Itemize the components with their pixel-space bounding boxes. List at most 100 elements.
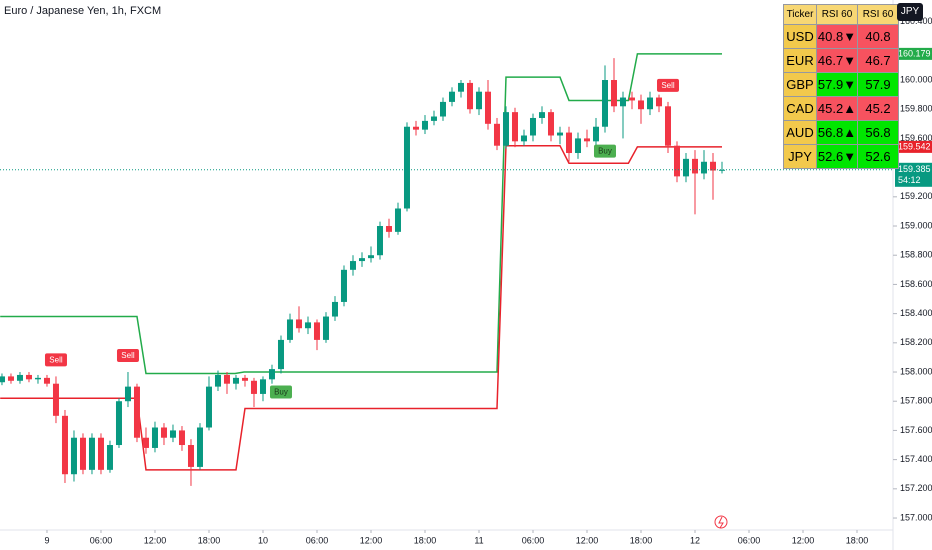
y-tick-label: 159.000 [900, 220, 932, 230]
line-price-label: 160.179 [898, 48, 931, 58]
last-price-tag [895, 162, 932, 187]
y-tick-label: 157.000 [900, 512, 932, 522]
line-price-tag [895, 47, 932, 60]
x-tick-label: 12:00 [144, 535, 167, 545]
table-cell: AUD [783, 120, 817, 145]
y-tick-label: 160.000 [900, 74, 932, 84]
y-tick-label: 158.200 [900, 337, 932, 347]
candle-body [565, 132, 572, 154]
candle-body [664, 106, 671, 146]
candle-body [115, 401, 122, 446]
x-tick-label: 12:00 [360, 535, 383, 545]
candle-body [214, 374, 221, 387]
candle-body [52, 383, 59, 416]
y-tick-label: 158.000 [900, 366, 932, 376]
table-cell: 57.9 [857, 72, 899, 97]
candle-body [196, 427, 203, 467]
table-cell: 56.8▲ [816, 120, 858, 145]
candle-body [556, 132, 563, 136]
candle-body [43, 377, 50, 384]
candle-body [232, 377, 239, 384]
candle-body [376, 226, 383, 256]
candle-body [187, 445, 194, 467]
rsi-table: Ticker RSI 60 RSI 60 USD 40.8▼ 40.8 EUR 46.7▼ 46… [783, 4, 899, 169]
candle-body [151, 427, 158, 448]
table-header-row: Ticker RSI 60 RSI 60 [783, 4, 899, 25]
candle-body [34, 377, 41, 380]
candle-body [718, 169, 725, 171]
signal-box [593, 144, 616, 158]
signal-label: Sell [121, 351, 135, 360]
signal-box [116, 349, 139, 363]
y-tick-label: 157.400 [900, 454, 932, 464]
candle-body [169, 430, 176, 438]
candle-body [700, 161, 707, 174]
table-cell: JPY [783, 144, 817, 169]
table-cell: 57.9▼ [816, 72, 858, 97]
candle-body [340, 269, 347, 302]
x-tick-label: 10 [258, 535, 268, 545]
table-row: EUR 46.7▼ 46.7 [783, 48, 899, 73]
y-tick-label: 159.800 [900, 104, 932, 114]
candle-body [88, 437, 95, 470]
candle-body [97, 437, 104, 470]
x-tick-label: 18:00 [414, 535, 437, 545]
x-tick-label: 12:00 [576, 535, 599, 545]
alert-icon[interactable] [714, 515, 728, 529]
header-cell: RSI 60 [857, 4, 899, 25]
candle-body [331, 301, 338, 317]
candle-body [160, 427, 167, 438]
candle-body [349, 261, 356, 270]
line-price-tag [895, 140, 932, 153]
candle-body [259, 379, 266, 394]
table-cell: USD [783, 24, 817, 49]
candle-body [538, 112, 545, 118]
currency-button[interactable]: JPY [897, 3, 923, 21]
line-price-label: 159.542 [898, 141, 931, 151]
y-tick-label: 158.600 [900, 279, 932, 289]
table-cell: 46.7 [857, 48, 899, 73]
candle-body [7, 376, 14, 381]
table-cell: 56.8 [857, 120, 899, 145]
candle-body [106, 445, 113, 470]
y-tick-label: 159.600 [900, 133, 932, 143]
signal-box [269, 385, 292, 399]
x-tick-label: 12 [690, 535, 700, 545]
candle-body [502, 112, 509, 146]
candle-body [250, 380, 257, 394]
table-row: AUD 56.8▲ 56.8 [783, 120, 899, 145]
candle-body [286, 319, 293, 340]
candle-body [142, 437, 149, 448]
y-tick-label: 157.800 [900, 396, 932, 406]
candle-body [619, 97, 626, 107]
candle-body [268, 369, 275, 380]
table-row: JPY 52.6▼ 52.6 [783, 144, 899, 169]
x-tick-label: 06:00 [90, 535, 113, 545]
candle-body [529, 117, 536, 136]
candle-body [16, 374, 23, 381]
table-cell: 45.2▲ [816, 96, 858, 121]
candle-body [412, 126, 419, 130]
candle-body [367, 255, 374, 259]
candle-body [511, 112, 518, 142]
candle-body [439, 101, 446, 117]
candle-body [655, 97, 662, 107]
candle-body [241, 377, 248, 381]
y-tick-label: 158.400 [900, 308, 932, 318]
stop-line [0, 53, 722, 375]
candle-body [79, 437, 86, 470]
table-cell: 52.6 [857, 144, 899, 169]
table-row: CAD 45.2▲ 45.2 [783, 96, 899, 121]
candle-body [322, 316, 329, 340]
candle-body [646, 97, 653, 110]
table-cell: EUR [783, 48, 817, 73]
x-tick-label: 06:00 [306, 535, 329, 545]
header-cell: Ticker [783, 4, 817, 25]
table-cell: 52.6▼ [816, 144, 858, 169]
candle-body [304, 322, 311, 329]
candle-body [0, 376, 5, 383]
candle-body [178, 430, 185, 446]
y-tick-label: 157.200 [900, 483, 932, 493]
